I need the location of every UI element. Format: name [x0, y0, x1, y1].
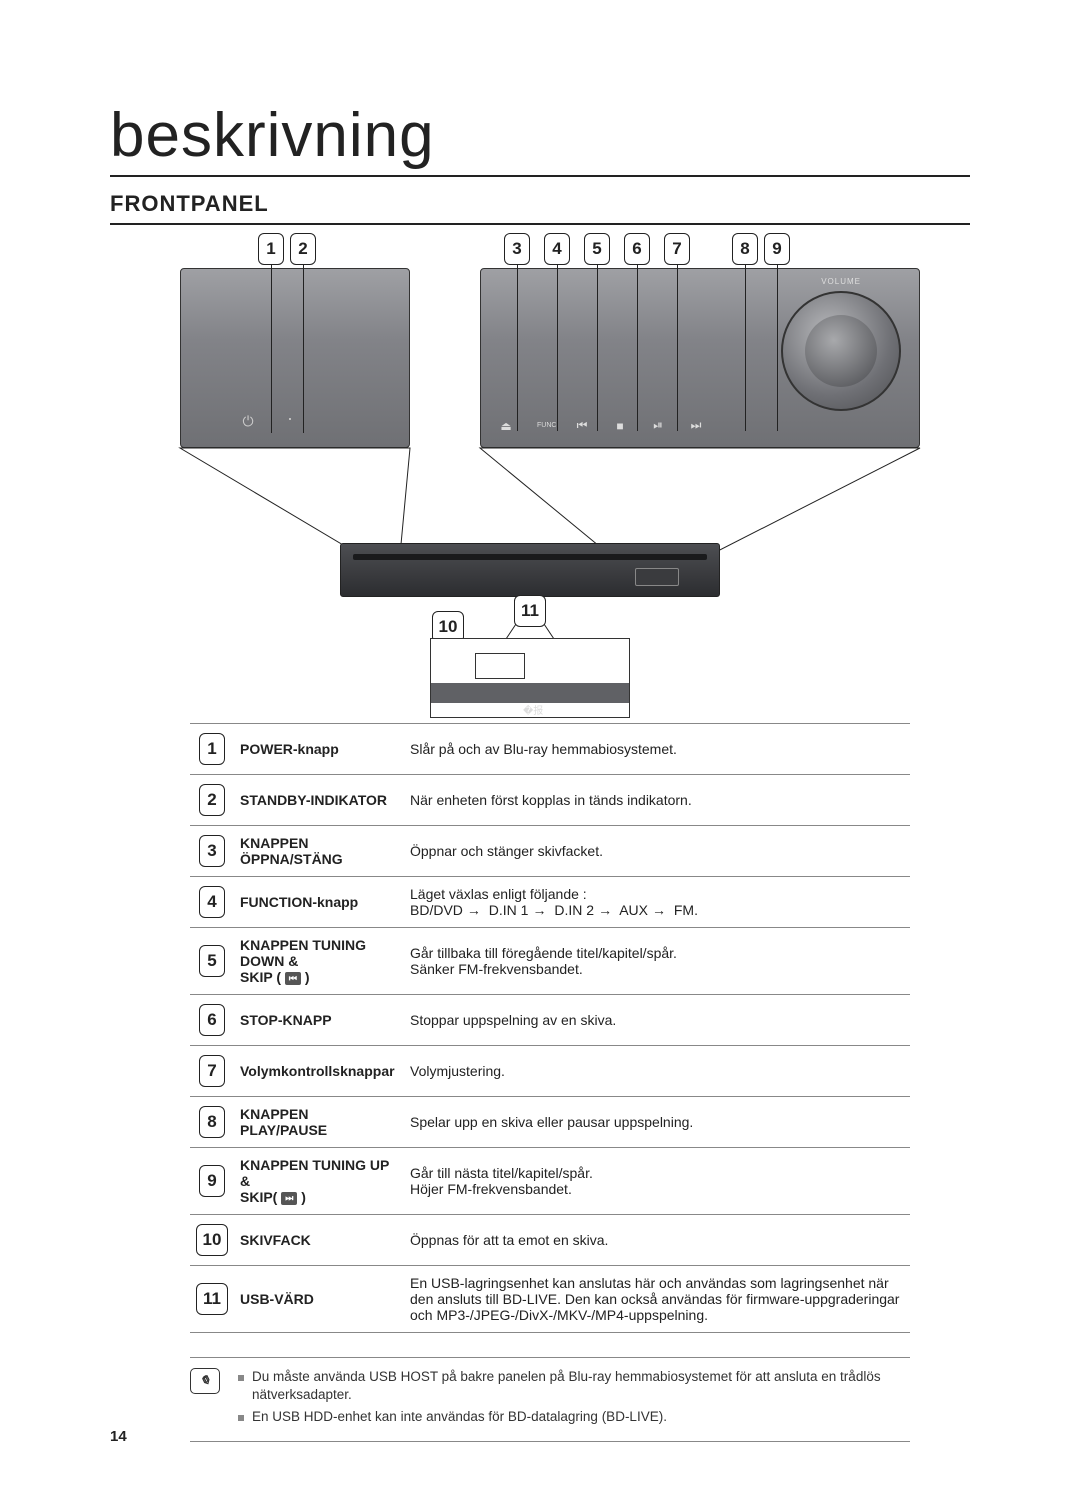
- lead-line: [637, 265, 638, 431]
- closeup-right-panel: VOLUME ⏏ FUNC. ⏮ ■ ⏯ ⏭: [480, 268, 920, 448]
- row-label: KNAPPEN TUNING UP & SKIP( ⏭ ): [234, 1148, 404, 1215]
- row-desc: Öppnar och stänger skivfacket.: [404, 826, 910, 877]
- row-desc: Spelar upp en skiva eller pausar uppspel…: [404, 1097, 910, 1148]
- power-icon: ⏻: [239, 413, 257, 431]
- table-row: 11 USB-VÄRD En USB-lagringsenhet kan ans…: [190, 1266, 910, 1333]
- lead-line: [557, 265, 558, 431]
- table-row: 1 POWER-knapp Slår på och av Blu-ray hem…: [190, 724, 910, 775]
- row-num: 1: [199, 733, 225, 765]
- callout-11: 11: [514, 595, 546, 627]
- note-item: Du måste använda USB HOST på bakre panel…: [238, 1368, 910, 1404]
- callout-7: 7: [664, 233, 690, 265]
- table-row: 5 KNAPPEN TUNING DOWN & SKIP ( ⏮ ) Går t…: [190, 928, 910, 995]
- row-desc: Volymjustering.: [404, 1046, 910, 1097]
- row-num: 10: [196, 1224, 228, 1256]
- row-num: 7: [199, 1055, 225, 1087]
- skip-fwd-icon: ⏭: [689, 418, 703, 433]
- callout-2: 2: [290, 233, 316, 265]
- spec-table: 1 POWER-knapp Slår på och av Blu-ray hem…: [190, 723, 910, 1333]
- lead-line: [303, 265, 304, 433]
- lead-line: [597, 265, 598, 431]
- row-label: STOP-KNAPP: [234, 995, 404, 1046]
- lead-line: [677, 265, 678, 431]
- lead-line: [777, 265, 778, 431]
- skip-fwd-icon: ⏭: [281, 1192, 297, 1205]
- table-row: 8 KNAPPEN PLAY/PAUSE Spelar upp en skiva…: [190, 1097, 910, 1148]
- row-desc: Läget växlas enligt följande : BD/DVD→ D…: [404, 877, 910, 928]
- table-row: 4 FUNCTION-knapp Läget växlas enligt föl…: [190, 877, 910, 928]
- row-num: 8: [199, 1106, 225, 1138]
- table-row: 2 STANDBY-INDIKATOR När enheten först ko…: [190, 775, 910, 826]
- callout-4: 4: [544, 233, 570, 265]
- device-display: [635, 568, 679, 586]
- lead-line: [745, 265, 746, 431]
- callout-3: 3: [504, 233, 530, 265]
- skip-back-icon: ⏮: [575, 418, 589, 433]
- row-desc: Går tillbaka till föregående titel/kapit…: [404, 928, 910, 995]
- panel-strip: [431, 683, 629, 703]
- section-heading: FRONTPANEL: [110, 191, 970, 225]
- row-label: KNAPPEN TUNING DOWN & SKIP ( ⏮ ): [234, 928, 404, 995]
- page-title: beskrivning: [110, 100, 970, 177]
- row-label: USB-VÄRD: [234, 1266, 404, 1333]
- callout-5: 5: [584, 233, 610, 265]
- row-label: STANDBY-INDIKATOR: [234, 775, 404, 826]
- play-pause-icon: ⏯: [651, 418, 665, 433]
- skip-back-icon: ⏮: [285, 972, 301, 985]
- note-item: En USB HDD-enhet kan inte användas för B…: [238, 1408, 910, 1426]
- row-num: 9: [199, 1165, 225, 1197]
- callout-9: 9: [764, 233, 790, 265]
- usb-port-icon: [475, 653, 525, 679]
- row-num: 5: [199, 945, 225, 977]
- row-desc: En USB-lagringsenhet kan anslutas här oc…: [404, 1266, 910, 1333]
- row-num: 4: [199, 886, 225, 918]
- callout-6: 6: [624, 233, 650, 265]
- disc-slot: [353, 554, 707, 560]
- volume-knob: [781, 291, 901, 411]
- volume-label: VOLUME: [821, 277, 861, 286]
- table-row: 10 SKIVFACK Öppnas för att ta emot en sk…: [190, 1215, 910, 1266]
- row-label: KNAPPEN ÖPPNA/STÄNG: [234, 826, 404, 877]
- callout-1: 1: [258, 233, 284, 265]
- lead-line: [271, 265, 272, 433]
- note-icon: ✎: [190, 1368, 220, 1394]
- table-row: 9 KNAPPEN TUNING UP & SKIP( ⏭ ) Går till…: [190, 1148, 910, 1215]
- callout-8: 8: [732, 233, 758, 265]
- row-label: POWER-knapp: [234, 724, 404, 775]
- table-row: 7 Volymkontrollsknappar Volymjustering.: [190, 1046, 910, 1097]
- usb-symbol-icon: �报: [523, 702, 543, 717]
- eject-icon: ⏏: [499, 419, 513, 433]
- row-desc: När enheten först kopplas in tänds indik…: [404, 775, 910, 826]
- lead-line: [517, 265, 518, 431]
- row-num: 6: [199, 1004, 225, 1036]
- row-desc: Stoppar uppspelning av en skiva.: [404, 995, 910, 1046]
- row-label: SKIVFACK: [234, 1215, 404, 1266]
- usb-dropdown-panel: �报: [430, 638, 630, 718]
- row-num: 3: [199, 835, 225, 867]
- note-box: ✎ Du måste använda USB HOST på bakre pan…: [190, 1357, 910, 1442]
- page-number: 14: [110, 1428, 127, 1445]
- front-panel-diagram: 1 2 3 4 5 6 7 8 9 ⏻ · VOLUME ⏏ FUNC. ⏮ ■…: [110, 233, 970, 723]
- stop-icon: ■: [613, 419, 627, 433]
- row-num: 11: [196, 1283, 228, 1315]
- row-num: 2: [199, 784, 225, 816]
- row-label: KNAPPEN PLAY/PAUSE: [234, 1097, 404, 1148]
- table-row: 3 KNAPPEN ÖPPNA/STÄNG Öppnar och stänger…: [190, 826, 910, 877]
- func-label: FUNC.: [537, 422, 551, 429]
- row-label: FUNCTION-knapp: [234, 877, 404, 928]
- row-label: Volymkontrollsknappar: [234, 1046, 404, 1097]
- closeup-left-panel: ⏻ ·: [180, 268, 410, 448]
- device-body: [340, 543, 720, 597]
- standby-dot-icon: ·: [281, 413, 299, 431]
- table-row: 6 STOP-KNAPP Stoppar uppspelning av en s…: [190, 995, 910, 1046]
- row-desc: Går till nästa titel/kapitel/spår. Höjer…: [404, 1148, 910, 1215]
- control-row: ⏏ FUNC. ⏮ ■ ⏯ ⏭: [499, 418, 769, 433]
- row-desc: Öppnas för att ta emot en skiva.: [404, 1215, 910, 1266]
- row-desc: Slår på och av Blu-ray hemmabiosystemet.: [404, 724, 910, 775]
